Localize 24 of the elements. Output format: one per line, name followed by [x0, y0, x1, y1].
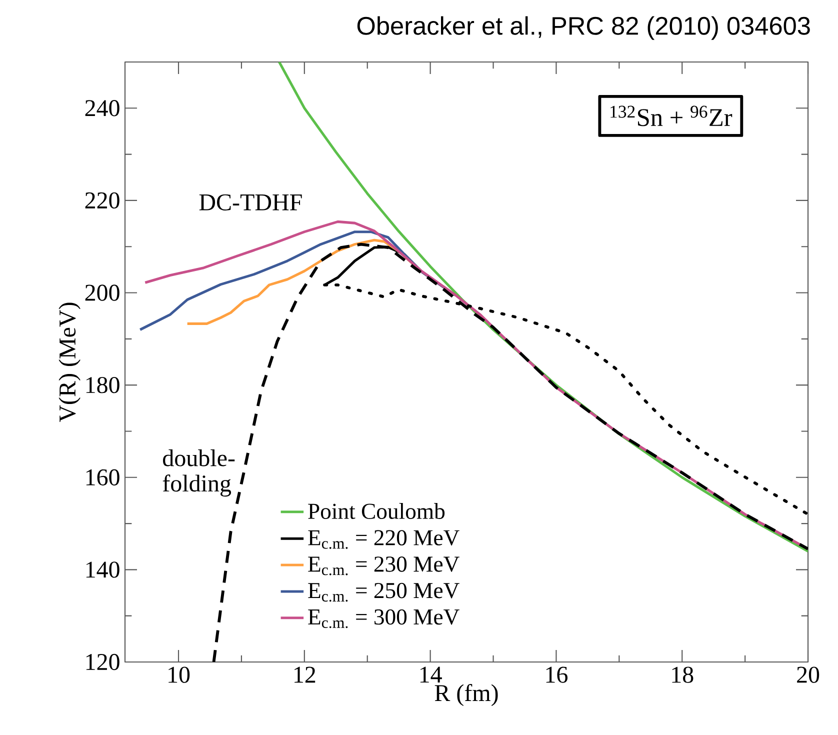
legend-label: E$_{c.m.}$ = 250 MeV: [308, 582, 460, 602]
x-tick-label: 12: [294, 666, 316, 683]
y-tick-label: 120: [86, 654, 120, 670]
y-tick-label: 200: [85, 284, 120, 301]
x-tick-label: 16: [546, 666, 568, 683]
annotation: DC-TDHF: [199, 194, 302, 210]
y-tick-label: 240: [85, 100, 120, 116]
y-tick-label: 180: [86, 376, 120, 394]
legend-label: Point Coulomb: [308, 503, 445, 519]
x-tick-label: 20: [797, 666, 820, 683]
chart-title: Oberacker et al., PRC 82 (2010) 034603: [357, 16, 810, 40]
annotation: double-folding: [162, 449, 235, 497]
x-tick-label: 10: [168, 666, 190, 683]
annotation: $^{132}$Sn + $^{96}$Zr: [610, 106, 732, 126]
y-tick-label: 220: [85, 192, 120, 209]
x-tick-label: 18: [672, 666, 694, 683]
y-tick-label: 160: [86, 469, 120, 486]
legend-label: E$_{c.m.}$ = 300 MeV: [308, 609, 460, 628]
x-tick-label: 14: [420, 666, 442, 683]
x-axis-title: R (fm): [434, 684, 498, 706]
legend-label: E$_{c.m.}$ = 220 MeV: [308, 530, 460, 549]
legend-label: E$_{c.m.}$ = 230 MeV: [308, 556, 460, 576]
y-axis-title: V(R) (MeV): [58, 302, 80, 422]
y-tick-label: 140: [86, 562, 120, 578]
